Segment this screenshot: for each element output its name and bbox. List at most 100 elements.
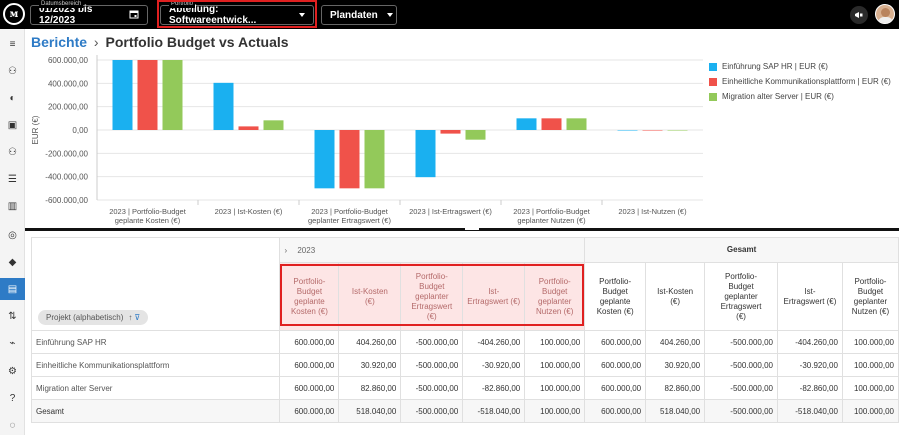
announce-icon[interactable] [850, 6, 868, 24]
column-header-line: Portfolio- [415, 271, 448, 281]
target-icon[interactable]: ◎ [8, 229, 17, 241]
year-group-header[interactable]: › 2023 [279, 237, 586, 263]
cell-value: -404.260,00 [777, 330, 843, 354]
column-header-line: Budget [542, 286, 568, 296]
page-header: Berichte › Portfolio Budget vs Actuals [31, 34, 289, 50]
column-header-line: geplanter [415, 291, 449, 301]
col-2023-actual-earned-value[interactable]: Ist- Ertragswert (€) [462, 262, 526, 331]
x-tick-label: 2023 | Ist-Nutzen (€) [618, 207, 687, 216]
bar [541, 118, 562, 130]
column-header-line: (€) [670, 296, 680, 306]
bar [137, 60, 158, 130]
tag-icon[interactable]: ◆ [8, 256, 17, 268]
col-total-actual-cost[interactable]: Ist-Kosten (€) [645, 262, 706, 331]
col-2023-actual-cost[interactable]: Ist-Kosten (€) [338, 262, 402, 331]
cell-value: 600.000,00 [279, 376, 340, 400]
bar [263, 120, 284, 130]
table-row[interactable]: Einheitliche Kommunikationsplattform 600.… [30, 353, 899, 377]
column-header-line: Ist-Kosten [657, 286, 694, 296]
column-header-line: geplanter [538, 296, 572, 306]
breadcrumb-link[interactable]: Berichte [31, 34, 88, 50]
sort-icon[interactable]: ⇅ [8, 310, 17, 322]
calendar-icon[interactable] [129, 9, 139, 21]
bar [213, 82, 234, 130]
drag-knob[interactable] [465, 228, 479, 230]
users-icon[interactable]: ⚇ [8, 65, 17, 77]
col-total-planned-cost[interactable]: Portfolio- Budget geplante Kosten (€) [584, 262, 647, 331]
page-title: Portfolio Budget vs Actuals [105, 34, 289, 50]
y-tick-label: -400.000,00 [45, 173, 88, 182]
help-icon[interactable]: ? [9, 392, 16, 404]
plan-data-select[interactable]: Plandaten [321, 5, 397, 25]
row-name: Migration alter Server [30, 376, 281, 400]
cell-value: -518.040,00 [462, 399, 526, 423]
split-handle[interactable] [25, 228, 899, 231]
column-header-line: Ertragswert (€) [467, 296, 521, 306]
legend-label-3: Migration alter Server | EUR (€) [722, 92, 834, 101]
row-name: Gesamt [30, 399, 281, 423]
budget-chart: 600.000,00 400.000,00 200.000,00 0,00 -200.0… [31, 55, 703, 225]
column-header-line: Kosten (€) [596, 306, 634, 316]
menu-icon[interactable]: ≡ [9, 38, 16, 50]
table-row[interactable]: Einführung SAP HR 600.000,00 404.260,00 -50… [30, 330, 899, 354]
col-total-planned-earned-value[interactable]: Portfolio- Budget geplanter Ertragswert (€) [704, 262, 778, 331]
cell-value: -30.920,00 [777, 353, 843, 377]
columns-icon[interactable]: ▥ [7, 200, 18, 212]
gear-icon[interactable]: ⚙ [8, 365, 17, 377]
date-range-field[interactable]: Datumsbereich 01/2023 bis 12/2023 [30, 1, 148, 26]
team-icon[interactable]: ⚇ [8, 146, 17, 158]
column-header-line: Budget [602, 286, 628, 296]
legend-entry-2[interactable]: Einheitliche Kommunikationsplattform | E… [709, 74, 891, 89]
bar [642, 130, 663, 131]
year-label: 2023 [297, 245, 316, 255]
cell-value: -404.260,00 [462, 330, 526, 354]
column-header-line: Portfolio- [854, 276, 887, 286]
refresh-icon[interactable]: ◐ [9, 92, 16, 104]
report-icon[interactable]: ▤ [0, 278, 25, 300]
app-logo[interactable]: ᴍ [3, 3, 25, 25]
plug-icon[interactable]: ⌁ [9, 337, 16, 349]
bar [415, 130, 436, 178]
column-header-line: Ertragswert [720, 301, 762, 311]
sidebar: ≡ ⚇ ◐ ▣ ⚇ ☰ ▥ ◎ ◆ ▤ ⇅ ⌁ ⚙? ◌ [0, 29, 25, 435]
cell-value: -30.920,00 [462, 353, 526, 377]
legend-entry-1[interactable]: Einführung SAP HR | EUR (€) [709, 59, 891, 74]
breadcrumb-separator: › [93, 34, 99, 50]
cell-value: 30.920,00 [338, 353, 402, 377]
cell-value: 100.000,00 [524, 376, 586, 400]
legend-entry-3[interactable]: Migration alter Server | EUR (€) [709, 89, 891, 104]
col-2023-planned-earned-value[interactable]: Portfolio- Budget geplanter Ertragswert (€) [400, 262, 464, 331]
list-icon[interactable]: ☰ [8, 173, 17, 185]
table-row[interactable]: Gesamt 600.000,00 518.040,00 -500.000,00 -51… [30, 399, 899, 423]
column-header-line: geplante [294, 296, 325, 306]
bar [364, 130, 385, 189]
column-header-line: Ist-Kosten [351, 286, 388, 296]
column-header-line: Portfolio- [538, 276, 571, 286]
filter-icon[interactable]: ⊽ [134, 313, 141, 322]
chevron-right-icon[interactable]: › [284, 245, 288, 255]
col-2023-planned-benefit[interactable]: Portfolio- Budget geplanter Nutzen (€) [524, 262, 586, 331]
y-tick-label: 200.000,00 [48, 103, 89, 112]
portfolio-select[interactable]: Portfolio Abteilung: Softwareentwick... [160, 1, 314, 26]
column-header-line: (€) [736, 311, 746, 321]
legend-swatch-2 [709, 77, 717, 86]
logout-icon[interactable]: ◌ [9, 419, 16, 431]
sort-pill[interactable]: Projekt (alphabetisch) ↑ ⊽ [38, 310, 149, 325]
bar [667, 130, 688, 131]
table-row[interactable]: Migration alter Server 600.000,00 82.860,0… [30, 376, 899, 400]
contact-icon[interactable]: ▣ [7, 119, 18, 131]
cell-value: -500.000,00 [400, 399, 464, 423]
col-2023-planned-cost[interactable]: Portfolio- Budget geplante Kosten (€) [279, 262, 340, 331]
x-tick-label: geplanter Ertragswert (€) [308, 216, 391, 225]
col-total-planned-benefit[interactable]: Portfolio- Budget geplanter Nutzen (€) [841, 262, 899, 331]
bar [465, 130, 486, 140]
plan-data-value: Plandaten [330, 9, 378, 21]
col-total-actual-earned-value[interactable]: Ist- Ertragswert (€) [777, 262, 843, 331]
x-tick-label: geplanter Nutzen (€) [517, 216, 586, 225]
cell-value: -500.000,00 [400, 330, 464, 354]
sort-ascending-icon[interactable]: ↑ [128, 313, 133, 322]
cell-value: 100.000,00 [524, 353, 586, 377]
column-header-line: Nutzen (€) [851, 306, 890, 316]
sort-header-cell: Projekt (alphabetisch) ↑ ⊽ [30, 237, 281, 331]
user-avatar[interactable] [875, 4, 895, 24]
